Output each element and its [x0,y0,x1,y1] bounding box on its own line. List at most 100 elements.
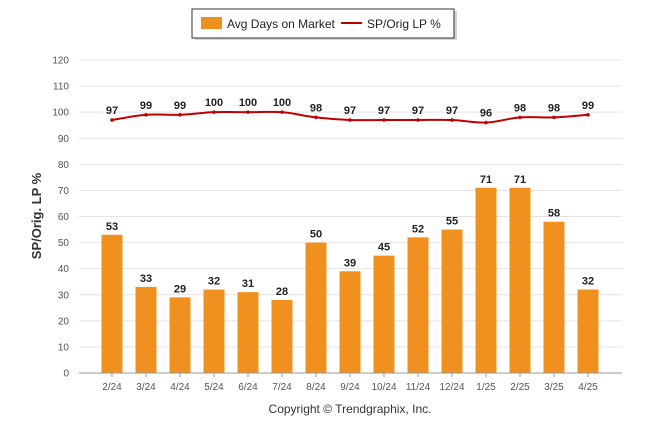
bar [169,297,191,373]
line-point [110,118,114,122]
bar-data-label: 52 [412,223,424,235]
line-point [382,118,386,122]
y-tick-label: 50 [58,238,70,249]
bar-data-label: 45 [378,242,390,254]
y-tick-label: 110 [53,82,69,93]
x-tick-label: 10/24 [371,382,396,393]
y-tick-label: 120 [52,56,69,67]
legend-bar-label: Avg Days on Market [227,17,335,31]
line-data-label: 98 [310,102,322,114]
line-data-label: 99 [582,100,594,112]
line-point [212,110,216,114]
x-axis-ticks: 2/24 3/24 4/24 5/24 6/24 7/24 8/24 9/24 10/24 11/… [102,373,598,393]
x-tick-label: 12/24 [439,382,464,393]
line-data-label: 99 [174,100,186,112]
x-tick-label: 4/25 [578,382,598,393]
y-tick-label: 30 [58,290,70,301]
x-tick-label: 9/24 [340,382,360,393]
bar [543,221,565,373]
line-point [144,112,148,117]
bar-data-label: 39 [344,257,356,269]
bar [271,299,293,373]
x-tick-label: 3/24 [136,382,156,393]
line-data-label: 100 [205,97,223,109]
x-tick-label: 4/24 [170,382,190,393]
line-data-label: 97 [106,105,118,117]
bar [577,289,599,373]
bar [203,289,225,373]
bar-data-label: 58 [548,208,560,220]
bar-data-label: 32 [208,276,220,288]
y-tick-label: 0 [63,369,69,380]
x-tick-label: 3/25 [544,382,564,393]
bar-data-label: 53 [106,221,118,233]
line-point [484,120,488,125]
y-axis-label: SP/Orig. LP % [29,172,44,259]
legend-bar-swatch [201,17,222,29]
bar-data-label: 55 [446,216,458,228]
x-tick-label: 11/24 [406,382,431,393]
y-tick-label: 70 [58,186,70,197]
line-data-label: 99 [140,100,152,112]
y-tick-label: 20 [58,316,70,327]
bar [373,255,395,373]
line-point [246,110,250,114]
y-tick-label: 60 [58,212,70,223]
line-point [314,115,318,120]
line-series: 97 99 99 100 100 100 98 97 97 97 97 96 98 98 99 [106,97,594,125]
bar [305,242,327,373]
legend-box [191,8,455,39]
line-point [552,115,556,120]
line-point [416,118,420,122]
legend-line-label: SP/Orig LP % [367,17,441,31]
y-tick-label: 80 [58,160,70,171]
bar [509,187,531,373]
bar-data-label: 33 [140,273,152,285]
x-tick-label: 8/24 [306,382,326,393]
bar [135,286,157,373]
line-data-label: 97 [446,105,458,117]
line-data-label: 98 [514,102,526,114]
line-data-label: 100 [239,97,257,109]
line-point [280,110,284,114]
line-data-label: 96 [480,108,492,120]
bar [475,187,497,373]
bar-data-label: 32 [582,276,594,288]
line-data-label: 97 [378,105,390,117]
x-tick-label: 2/24 [102,382,122,393]
line-point [450,118,454,122]
bar [339,271,361,373]
line-point [178,112,182,117]
line-data-label: 100 [273,97,291,109]
y-tick-label: 90 [58,134,70,145]
y-tick-label: 100 [52,108,69,119]
bar-data-label: 31 [242,278,254,290]
bar-data-label: 71 [480,174,492,186]
legend: Avg Days on Market SP/Orig LP % [191,8,457,40]
bar [407,237,429,373]
x-tick-label: 1/25 [476,382,496,393]
bar-data-label: 71 [514,174,526,186]
copyright-text: Copyright © Trendgraphix, Inc. [269,402,432,416]
bar-data-label: 28 [276,286,288,298]
bar-data-label: 29 [174,283,186,295]
y-tick-label: 10 [58,342,70,353]
y-axis-ticks: 0 10 20 30 40 50 60 70 80 90 100 110 120 [52,56,69,380]
bar [441,229,463,373]
line-point [518,115,522,120]
line-data-label: 98 [548,102,560,114]
line-data-label: 97 [412,105,424,117]
x-tick-label: 2/25 [510,382,530,393]
bar [101,234,123,373]
bar-series: 53 33 29 32 31 28 50 39 45 52 55 71 71 58 32 [101,174,599,373]
bar-data-label: 50 [310,229,322,241]
line-data-label: 97 [344,105,356,117]
line-point [586,112,590,117]
bar [237,292,259,373]
x-tick-label: 7/24 [272,382,292,393]
x-tick-label: 6/24 [238,382,258,393]
y-tick-label: 40 [58,264,70,275]
x-tick-label: 5/24 [204,382,224,393]
line-point [348,118,352,122]
